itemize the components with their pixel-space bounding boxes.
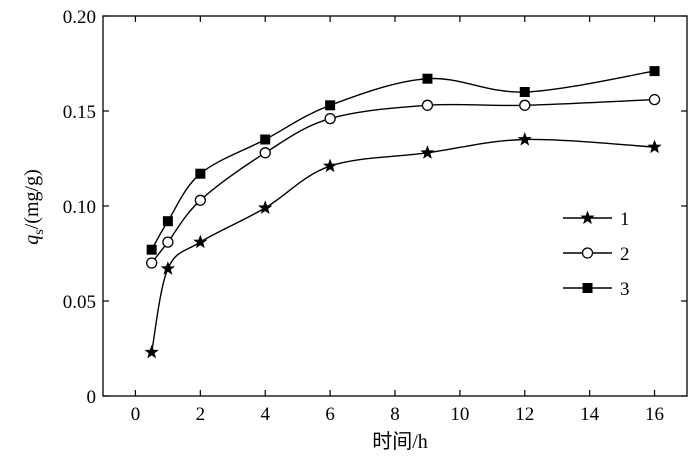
x-axis: 0 2 4 6 8 10 12 14 16 (131, 16, 664, 425)
series-1-line (150, 138, 655, 353)
series-1-point (517, 132, 532, 146)
series-3-point (162, 216, 173, 227)
series-1-point (144, 344, 159, 359)
legend-label-1: 1 (620, 209, 630, 230)
y-tick-label: 0.05 (63, 292, 96, 313)
y-tick-label: 0.10 (63, 197, 96, 218)
x-tick-label: 0 (131, 404, 141, 425)
series-3-point (195, 168, 206, 179)
series-2-point (146, 257, 158, 269)
y-tick-label: 0.15 (63, 102, 96, 123)
y-axis-title-subscript: s (32, 229, 47, 234)
series-1-point (160, 261, 176, 275)
plot-area (102, 15, 688, 397)
series-2-line (151, 98, 655, 264)
x-axis-title: 时间/h (372, 430, 428, 453)
x-tick-label: 8 (390, 404, 400, 425)
series-2-point (194, 194, 206, 206)
series-markers (144, 66, 662, 359)
series-1-point (258, 200, 273, 214)
series-3-line (151, 70, 655, 251)
series-2-point (519, 99, 531, 111)
x-tick-label: 14 (580, 404, 600, 425)
series-1-point (420, 145, 435, 159)
series-3-point (146, 244, 157, 255)
legend: 1 2 3 (563, 209, 630, 300)
series-2-point (421, 99, 434, 111)
y-tick-label: 0 (87, 387, 97, 408)
legend-marker-3 (582, 283, 593, 293)
series-3-point (519, 87, 530, 97)
legend-label-3: 3 (620, 279, 630, 300)
series-1-point (193, 234, 208, 249)
legend-marker-1 (580, 210, 595, 225)
y-axis-title-symbol: q (21, 235, 43, 245)
x-tick-label: 6 (325, 404, 335, 425)
series-1-point (647, 139, 662, 154)
y-tick-label: 0.20 (63, 7, 96, 28)
series-3-point (260, 134, 271, 145)
series-lines (150, 70, 655, 353)
x-tick-label: 12 (515, 404, 534, 425)
y-axis-title-unit: /(mg/g) (21, 169, 43, 229)
series-2-point (259, 147, 271, 159)
x-tick-label: 4 (260, 404, 270, 425)
series-2-point (162, 236, 174, 248)
plot-frame (102, 15, 688, 397)
series-3-point (325, 100, 336, 111)
y-axis: 0 0.05 0.10 0.15 0.20 (63, 7, 687, 408)
series-3-point (649, 66, 660, 77)
x-tick-label: 16 (645, 404, 664, 425)
x-tick-label: 10 (450, 404, 469, 425)
series-2-point (324, 112, 336, 125)
x-tick-label: 2 (196, 404, 206, 425)
legend-label-2: 2 (620, 244, 630, 265)
series-3-point (422, 73, 433, 84)
legend-marker-2 (581, 247, 594, 259)
y-axis-title: qs/(mg/g) (21, 169, 47, 244)
series-2-point (648, 93, 661, 106)
series-1-point (322, 158, 338, 173)
